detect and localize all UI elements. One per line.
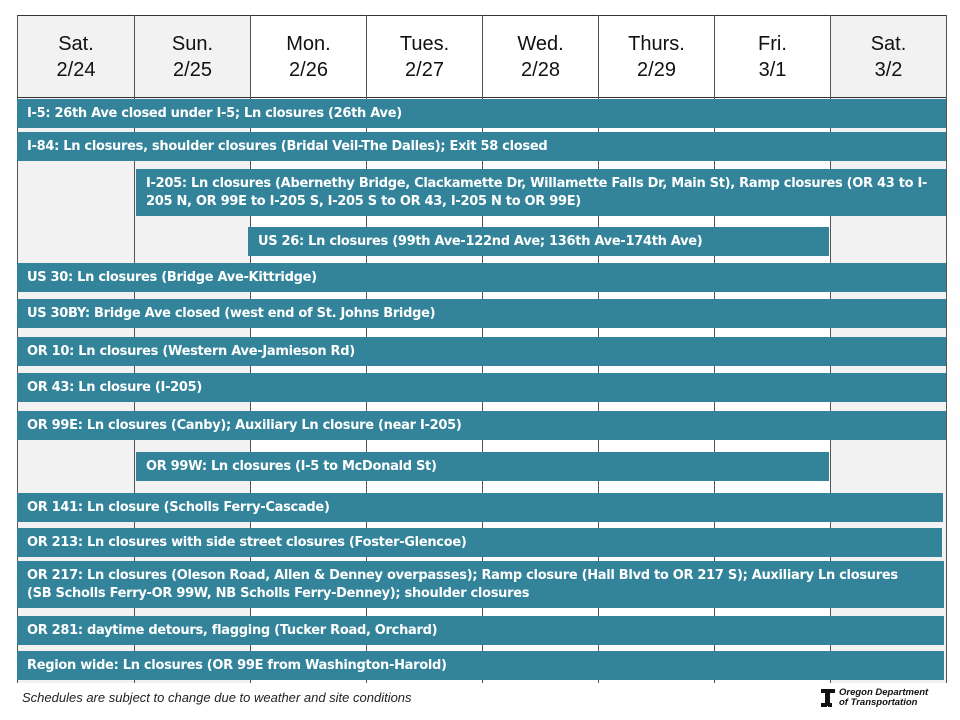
day-name: Sat. — [58, 32, 94, 55]
closure-bar-or141[interactable]: OR 141: Ln closure (Scholls Ferry-Cascad… — [17, 493, 943, 522]
closure-bar-i205[interactable]: I-205: Ln closures (Abernethy Bridge, Cl… — [136, 169, 946, 216]
day-header: Thurs. 2/29 — [599, 15, 714, 98]
day-header: Sat. 2/24 — [18, 15, 134, 98]
day-name: Wed. — [517, 32, 564, 55]
day-name: Tues. — [399, 32, 450, 55]
day-date: 2/26 — [289, 58, 328, 81]
closure-bar-or43[interactable]: OR 43: Ln closure (I-205) — [17, 373, 946, 402]
closure-bar-or217[interactable]: OR 217: Ln closures (Oleson Road, Allen … — [17, 561, 944, 608]
closure-text: OR 141: Ln closure (Scholls Ferry-Cascad… — [27, 499, 330, 515]
day-date: 3/2 — [874, 58, 903, 81]
logo-line1: Oregon Department — [839, 687, 929, 698]
closure-text: OR 213: Ln closures with side street clo… — [27, 534, 467, 550]
day-name: Mon. — [286, 32, 331, 55]
day-date: 2/28 — [521, 58, 560, 81]
closure-bar-region-wide[interactable]: Region wide: Ln closures (OR 99E from Wa… — [17, 651, 944, 680]
day-date: 2/24 — [56, 58, 96, 81]
odot-logo: Oregon Department of Transportation — [820, 686, 928, 710]
closure-text: US 30BY: Bridge Ave closed (west end of … — [27, 305, 436, 321]
closure-bar-i84[interactable]: I-84: Ln closures, shoulder closures (Br… — [17, 132, 946, 161]
day-name: Sun. — [171, 32, 214, 55]
closure-bar-or10[interactable]: OR 10: Ln closures (Western Ave-Jamieson… — [17, 337, 946, 366]
day-header: Tues. 2/27 — [367, 15, 482, 98]
closure-bar-or213[interactable]: OR 213: Ln closures with side street clo… — [17, 528, 942, 557]
closure-text: Region wide: Ln closures (OR 99E from Wa… — [27, 657, 447, 673]
closure-text: OR 43: Ln closure (I-205) — [27, 379, 203, 395]
closure-bar-or99w[interactable]: OR 99W: Ln closures (I-5 to McDonald St) — [136, 452, 829, 481]
day-date: 2/29 — [637, 58, 676, 81]
closure-text: OR 10: Ln closures (Western Ave-Jamieson… — [27, 343, 355, 359]
day-name: Fri. — [758, 32, 787, 55]
closure-bar-or281[interactable]: OR 281: daytime detours, flagging (Tucke… — [17, 616, 944, 645]
closure-bar-us30[interactable]: US 30: Ln closures (Bridge Ave-Kittridge… — [17, 263, 946, 292]
day-date: 3/1 — [758, 58, 787, 81]
closure-text: I-5: 26th Ave closed under I-5; Ln closu… — [27, 105, 402, 121]
closure-text: US 26: Ln closures (99th Ave-122nd Ave; … — [258, 233, 703, 249]
closure-bar-i5[interactable]: I-5: 26th Ave closed under I-5; Ln closu… — [17, 99, 946, 128]
odot-logo-icon — [820, 688, 836, 708]
day-date: 2/25 — [173, 58, 212, 81]
logo-line2: of Transportation — [839, 697, 918, 708]
closure-calendar: Sat. 2/24 Sun. 2/25 Mon. 2/26 Tues. 2/27 Wed… — [17, 15, 947, 683]
closure-bar-us30by[interactable]: US 30BY: Bridge Ave closed (west end of … — [17, 299, 946, 328]
closure-text: OR 217: Ln closures (Oleson Road, Allen … — [27, 567, 898, 601]
day-name: Thurs. — [628, 32, 685, 55]
closure-text: I-84: Ln closures, shoulder closures (Br… — [27, 138, 548, 154]
closure-bar-or99e[interactable]: OR 99E: Ln closures (Canby); Auxiliary L… — [17, 411, 946, 440]
day-header: Mon. 2/26 — [251, 15, 366, 98]
day-header: Sat. 3/2 — [831, 15, 946, 98]
schedule-disclaimer: Schedules are subject to change due to w… — [22, 690, 412, 705]
day-name: Sat. — [870, 32, 907, 55]
closure-bar-us26[interactable]: US 26: Ln closures (99th Ave-122nd Ave; … — [248, 227, 829, 256]
closure-text: OR 281: daytime detours, flagging (Tucke… — [27, 622, 438, 638]
day-header: Wed. 2/28 — [483, 15, 598, 98]
closure-text: OR 99E: Ln closures (Canby); Auxiliary L… — [27, 417, 462, 433]
closure-text: OR 99W: Ln closures (I-5 to McDonald St) — [146, 458, 437, 474]
closure-text: I-205: Ln closures (Abernethy Bridge, Cl… — [146, 175, 928, 209]
closure-text: US 30: Ln closures (Bridge Ave-Kittridge… — [27, 269, 317, 285]
day-header: Sun. 2/25 — [135, 15, 250, 98]
day-header: Fri. 3/1 — [715, 15, 830, 98]
day-date: 2/27 — [405, 58, 444, 81]
